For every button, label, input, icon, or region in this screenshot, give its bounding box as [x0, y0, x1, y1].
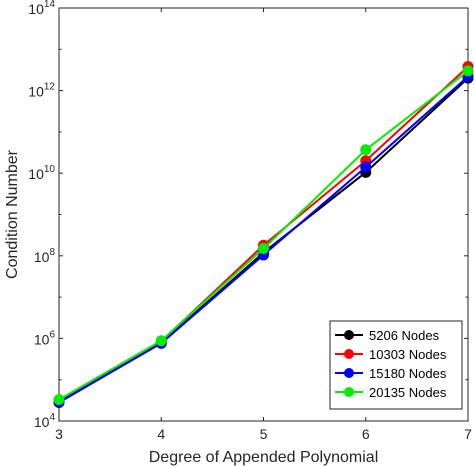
x-tick-label: 7: [464, 426, 472, 442]
x-tick-label: 6: [362, 426, 370, 442]
y-tick-label: 1010: [28, 164, 55, 182]
legend-label: 15180 Nodes: [369, 366, 447, 381]
data-point: [53, 394, 65, 406]
data-point: [258, 243, 269, 255]
data-point: [360, 144, 372, 156]
legend-entry: 15180 Nodes: [335, 366, 447, 381]
legend-marker: [344, 330, 354, 340]
y-tick-base: 10: [28, 84, 44, 100]
legend-entry: 20135 Nodes: [335, 385, 447, 400]
series-layer: [53, 61, 474, 409]
legend: 5206 Nodes 10303 Nodes 15180 Nodes 20135 No…: [329, 320, 463, 410]
y-axis-label: Condition Number: [4, 149, 21, 279]
series-4: [53, 65, 474, 406]
y-tick-exponent: 4: [49, 412, 55, 423]
y-tick-label: 106: [34, 329, 56, 347]
legend-label: 20135 Nodes: [369, 385, 447, 400]
x-tick-label: 4: [157, 426, 165, 442]
x-tick-label: 5: [260, 426, 268, 442]
y-tick-exponent: 12: [44, 82, 56, 93]
legend-label: 5206 Nodes: [369, 328, 440, 343]
legend-entry: 10303 Nodes: [335, 347, 447, 362]
x-axis-label: Degree of Appended Polynomial: [149, 449, 379, 466]
data-point: [462, 65, 474, 77]
y-tick-base: 10: [34, 249, 50, 265]
y-tick-base: 10: [28, 1, 44, 17]
y-tick-exponent: 14: [44, 0, 56, 10]
y-tick-exponent: 8: [49, 247, 55, 258]
legend-entry: 5206 Nodes: [335, 328, 440, 343]
data-point: [155, 335, 167, 347]
y-tick-base: 10: [28, 166, 44, 182]
y-tick-exponent: 6: [49, 329, 55, 340]
legend-marker: [344, 387, 354, 397]
y-tick-label: 1014: [28, 0, 55, 17]
y-tick-exponent: 10: [44, 164, 56, 175]
legend-label: 10303 Nodes: [369, 347, 447, 362]
legend-marker: [344, 349, 354, 359]
data-point: [360, 161, 372, 173]
y-tick-base: 10: [34, 414, 50, 430]
y-tick-label: 104: [34, 412, 56, 430]
x-tick-label: 3: [55, 426, 63, 442]
y-tick-label: 108: [34, 247, 56, 265]
y-tick-base: 10: [34, 331, 50, 347]
y-tick-label: 1012: [28, 82, 55, 100]
legend-marker: [344, 368, 354, 378]
